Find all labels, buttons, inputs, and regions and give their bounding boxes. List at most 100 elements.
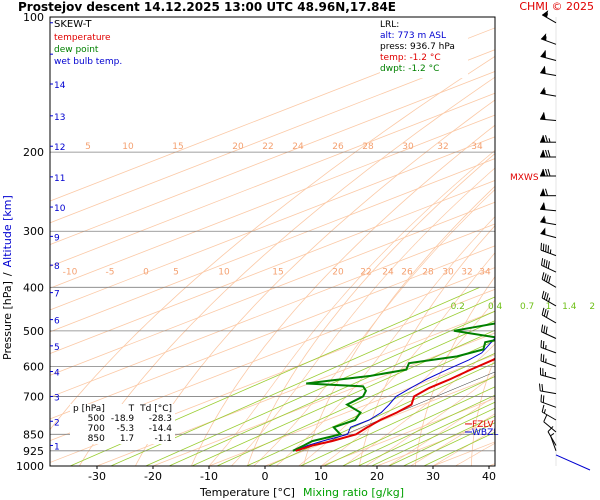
barb-flag [541,383,544,392]
barb-shaft [540,360,557,367]
lrl-dwpt: dwpt: -1.2 °C [380,64,440,74]
barb-shaft [540,232,557,239]
series-layer [292,322,495,452]
adiabat-label: 15 [172,142,183,152]
dry-adiabat-line [50,55,495,431]
wind-barb [540,227,557,239]
summary-header-cell: Td [°C] [140,404,173,414]
altitude-tick-label: 7 [54,290,60,300]
temperature-tick-label: -30 [88,470,106,483]
surface-wind-line [555,454,591,471]
lrl-alt: alt: 773 m ASL [380,31,446,41]
adiabat-label: 10 [122,142,134,152]
barb-half-flag [548,138,551,143]
temperature-tick-label: 30 [426,470,440,483]
barb-half-flag [544,218,546,223]
barb-half-flag [543,409,546,414]
wind-barb [540,353,557,367]
wind-barb [541,290,557,307]
wind-barb [540,66,557,76]
barb-half-flag [545,13,549,18]
adiabat-label: 24 [382,268,394,278]
series-line-temperature [295,357,495,452]
mixing-ratio-line [216,340,495,466]
temperature-tick-label: 40 [482,470,496,483]
barb-shaft [540,374,557,380]
summary-cell: 1.7 [119,434,135,444]
barb-flag [547,426,554,432]
isotherm-line [432,441,495,466]
wind-barb [540,135,556,143]
isotherm-line [50,223,495,398]
wind-barb [540,33,557,45]
barb-flag [541,404,545,413]
barb-pennant [540,33,547,41]
adiabat-label: 0 [143,268,149,278]
barb-flag [543,291,547,300]
barb-flag [543,414,548,422]
isotherm-line [320,397,495,466]
adiabat-label: 34 [479,268,491,278]
adiabat-label: 28 [422,268,434,278]
isotherm-line [264,376,495,466]
adiabat-label: 32 [461,268,472,278]
mixing-ratio-line [323,386,495,466]
adiabat-label: 24 [292,142,304,152]
summary-cell: 500 [87,414,105,424]
summary-table-header: p [hPa] T Td [°C] [70,404,175,414]
barb-flag [542,135,546,143]
isotherm-line [50,267,495,442]
isotherm-line [96,310,495,466]
barb-shaft [540,38,557,45]
mixing-ratio-label: 0.7 [520,302,534,312]
altitude-tick-label: 14 [54,81,66,91]
altitude-tick-label: 3 [54,393,60,403]
mixing-ratio-line [371,407,495,466]
barb-flag [545,274,549,282]
summary-cell: -18.9 [110,414,135,424]
summary-table-row: 850 1.7 -1.1 [70,434,175,444]
label-layer: -80 °C-70-60-50-40-30-20-10 °C0.20.40.71… [63,142,595,438]
wind-barb [540,50,557,61]
barb-pennant [540,66,546,74]
altitude-tick-label: 11 [54,174,65,184]
barb-flag [541,290,545,299]
wind-barb [541,10,557,24]
page-title: Prostejov descent 14.12.2025 13:00 UTC 4… [18,0,397,14]
wind-barb [540,242,557,257]
barb-flag [543,112,546,120]
barb-pennant [540,50,546,58]
barb-flag [542,354,545,362]
pressure-tick-label: 100 [23,11,44,24]
summary-table-row: 500 -18.9 -28.3 [70,414,175,424]
barb-flag [547,168,551,177]
credit-label: CHMI © 2025 [519,0,594,13]
barb-flag [539,367,542,375]
wind-barb [541,272,557,288]
wind-barb [540,215,557,226]
mixing-ratio-label: 0.2 [451,302,465,312]
barb-half-flag [544,372,546,377]
barb-flag [542,340,545,349]
barb-flag [548,275,551,284]
altitude-tick-label: 6 [54,317,60,327]
barb-flag [545,149,548,158]
altitude-tick-label: 10 [54,204,66,214]
adiabat-label: 5 [173,268,179,278]
summary-cell: 700 [87,424,105,434]
adiabat-label: 26 [401,268,413,278]
mixing-ratio-line [358,401,495,466]
temperature-tick-label: -20 [144,470,162,483]
wind-barb [540,149,556,158]
dry-adiabat-line [581,17,600,466]
temperature-tick-label: 10 [314,470,328,483]
barb-flag [541,272,545,280]
legend-item-wet-bulb: wet bulb temp. [54,57,123,67]
barb-flag [545,326,548,334]
altitude-tick-label: 1 [54,442,60,452]
y-axis-title-sep: / [1,272,14,276]
mixing-ratio-line [110,296,495,466]
barb-flag [543,259,546,267]
barb-half-flag [545,36,547,41]
barb-pennant [540,169,545,176]
